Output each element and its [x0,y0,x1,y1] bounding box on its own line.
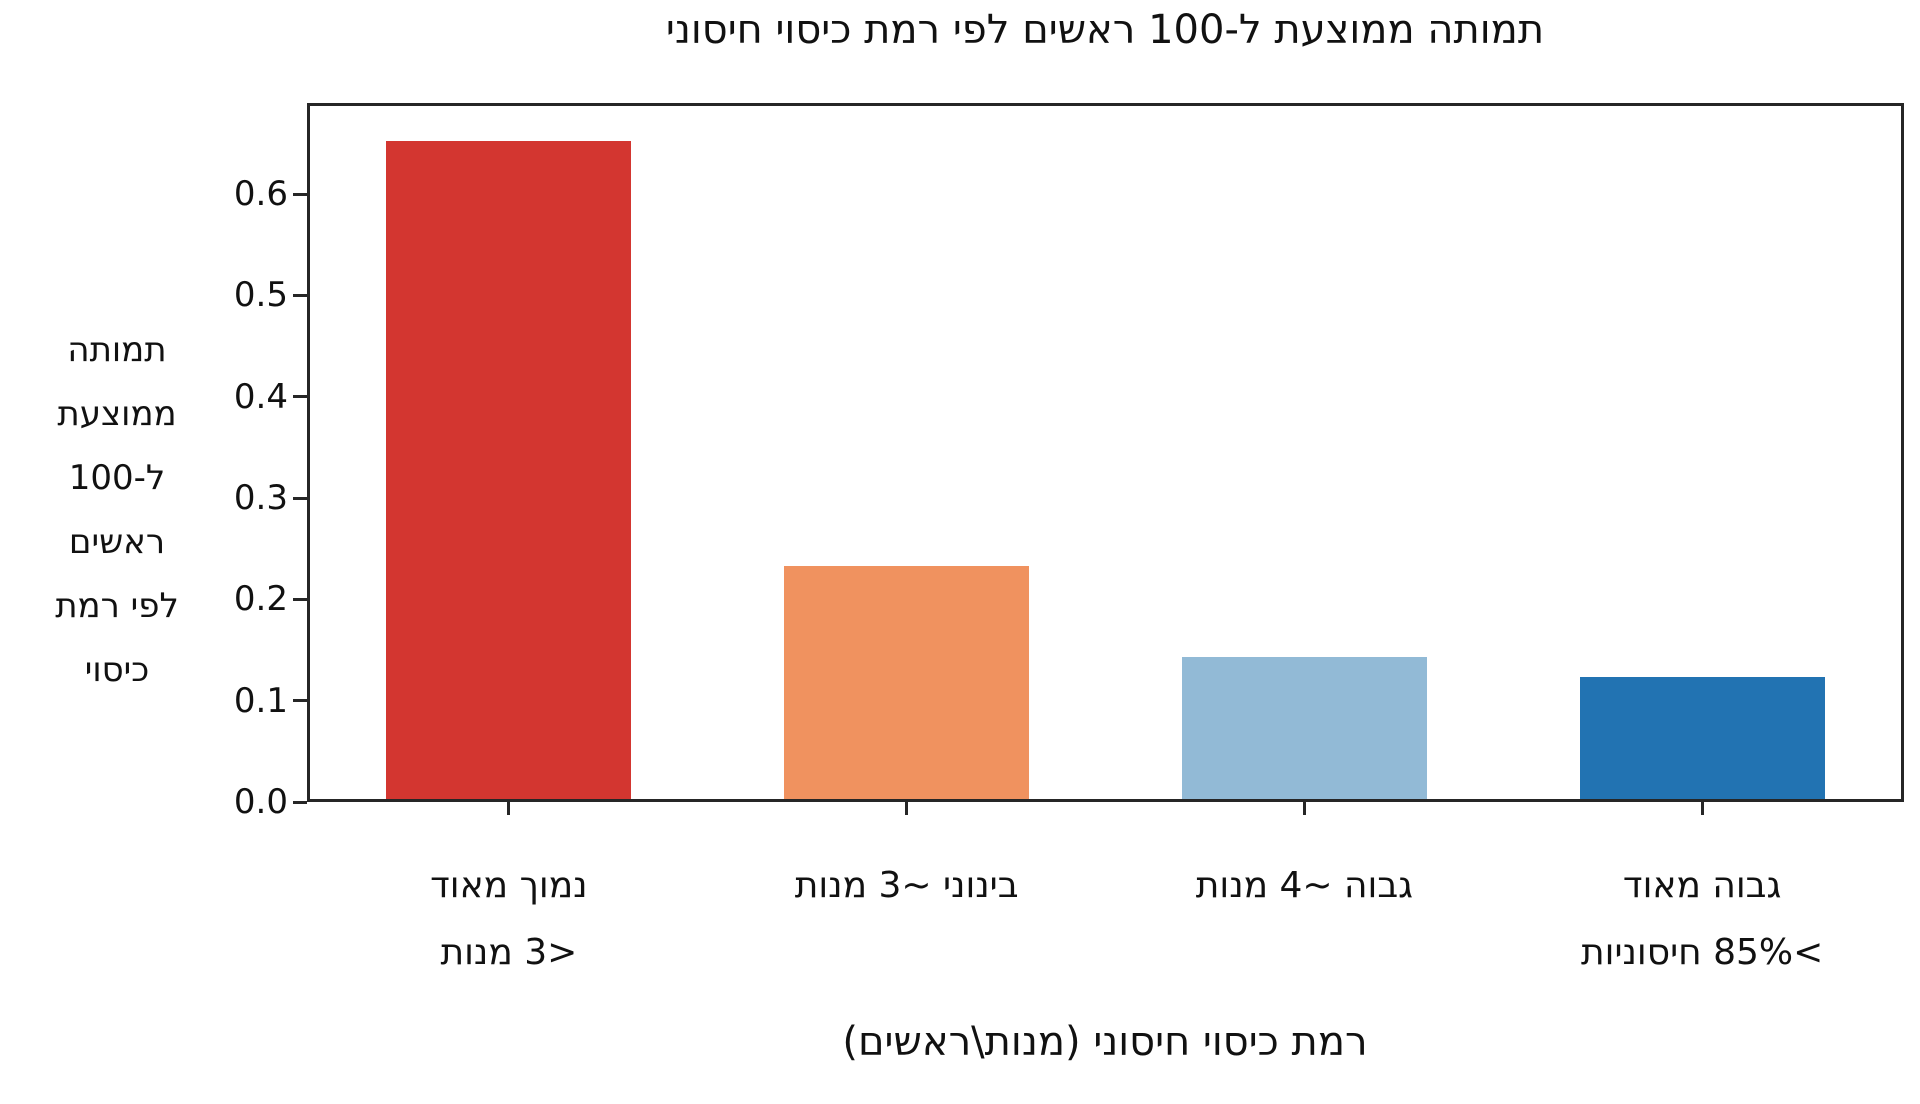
x-category-label-0: נמוך מאוד <3 מנות [299,852,719,986]
x-category-label-2: גבוה ~4 מנות [1094,852,1514,919]
y-tick-label-3: 0.3 [233,478,288,519]
x-category-label-3: גבוה מאוד >85% חיסוניות [1492,852,1912,986]
y-axis-label-line-0: תמותה [67,330,167,370]
x-category-label-3-line-1: >85% חיסוניות [1580,932,1824,973]
y-tick-mark-0 [293,800,307,804]
y-tick-label-2: 0.2 [233,579,288,620]
y-tick-mark-4 [293,395,307,399]
y-axis-label-line-5: כיסוי [84,650,150,690]
y-tick-label-4: 0.4 [233,376,288,417]
bar-1 [784,566,1030,799]
y-axis-label-line-4: לפי רמת [55,586,179,626]
bar-2 [1181,657,1427,799]
y-axis-label-line-2: ל-100 [68,458,166,498]
x-category-label-1-line-0: בינוני ~3 מנות [794,865,1019,906]
y-tick-mark-1 [293,699,307,703]
chart-title: תמותה ממוצעת ל-100 ראשים לפי רמת כיסוי ח… [665,7,1545,53]
x-tick-mark-2 [1302,802,1306,815]
x-category-label-0-line-1: <3 מנות [440,932,578,973]
y-tick-label-6: 0.6 [233,174,288,215]
x-axis-label: רמת כיסוי חיסוני (מנות\ראשים) [842,1019,1368,1065]
plot-area [307,103,1904,802]
y-tick-label-5: 0.5 [233,275,288,316]
y-axis-label-line-1: ממוצעת [57,394,177,434]
y-tick-label-0: 0.0 [233,782,288,822]
y-tick-mark-3 [293,496,307,500]
y-axis-label-line-3: ראשים [68,522,166,562]
y-tick-mark-6 [293,192,307,196]
y-tick-mark-5 [293,293,307,297]
y-axis-label: תמותה ממוצעת ל-100 ראשים לפי רמת כיסוי [22,318,212,702]
x-tick-mark-1 [905,802,909,815]
x-category-label-0-line-0: נמוך מאוד [430,865,588,906]
bar-0 [386,140,632,799]
x-tick-mark-0 [507,802,511,815]
bar-3 [1579,677,1825,799]
x-category-label-2-line-0: גבוה ~4 מנות [1195,865,1414,906]
y-tick-label-1: 0.1 [233,680,288,721]
x-category-label-1: בינוני ~3 מנות [697,852,1117,919]
x-category-label-3-line-0: גבוה מאוד [1622,865,1782,906]
y-tick-mark-2 [293,597,307,601]
x-tick-mark-3 [1700,802,1704,815]
